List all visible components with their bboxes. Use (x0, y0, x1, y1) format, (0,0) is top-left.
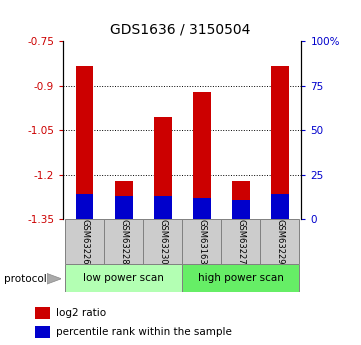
Text: high power scan: high power scan (198, 273, 284, 283)
FancyBboxPatch shape (143, 219, 182, 264)
Text: GSM63228: GSM63228 (119, 219, 128, 264)
Text: log2 ratio: log2 ratio (56, 308, 106, 318)
Text: low power scan: low power scan (83, 273, 164, 283)
Bar (193, 198, 210, 219)
Bar (232, 199, 250, 219)
FancyBboxPatch shape (182, 219, 221, 264)
Text: GDS1636 / 3150504: GDS1636 / 3150504 (110, 22, 251, 37)
Text: GSM63163: GSM63163 (197, 219, 206, 264)
Text: percentile rank within the sample: percentile rank within the sample (56, 327, 232, 337)
Text: GSM63230: GSM63230 (158, 219, 167, 264)
Text: GSM63229: GSM63229 (275, 219, 284, 264)
FancyBboxPatch shape (260, 219, 300, 264)
Text: GSM63227: GSM63227 (236, 219, 245, 264)
Bar (76, 66, 93, 219)
Bar (35, 307, 50, 318)
FancyBboxPatch shape (65, 264, 182, 292)
Bar (154, 196, 171, 219)
Bar (154, 117, 171, 219)
Bar (35, 326, 50, 337)
FancyBboxPatch shape (221, 219, 260, 264)
Bar (271, 194, 289, 219)
Bar (115, 196, 132, 219)
Bar (193, 92, 210, 219)
Text: protocol: protocol (4, 274, 46, 284)
Bar (271, 66, 289, 219)
Bar (232, 181, 250, 219)
FancyBboxPatch shape (104, 219, 143, 264)
FancyBboxPatch shape (65, 219, 104, 264)
Text: GSM63226: GSM63226 (80, 219, 89, 264)
FancyBboxPatch shape (182, 264, 300, 292)
Bar (76, 194, 93, 219)
Bar (115, 181, 132, 219)
Polygon shape (47, 274, 61, 284)
